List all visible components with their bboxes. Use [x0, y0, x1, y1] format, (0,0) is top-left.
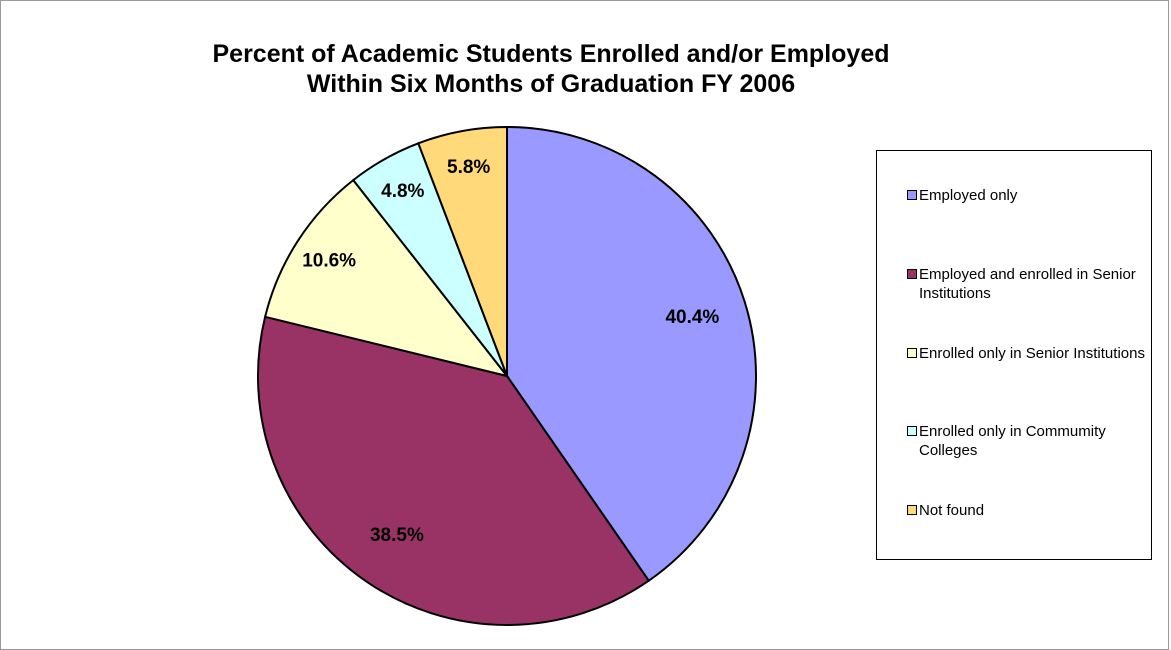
chart-legend: Employed only Employed and enrolled in S…: [876, 150, 1152, 560]
data-label-employed-only: 40.4%: [665, 307, 719, 328]
legend-label-enrolled-only-senior: Enrolled only in Senior Institutions: [919, 345, 1145, 362]
legend-label-not-found: Not found: [919, 502, 985, 519]
legend-swatch-enrolled-only-senior: [907, 348, 917, 358]
data-label-employed-and-enrolled-in-senior-institutions: 38.5%: [370, 525, 424, 546]
chart-title-line-2: Within Six Months of Graduation FY 2006: [306, 70, 796, 98]
chart-title: Percent of Academic Students Enrolled an…: [1, 39, 1101, 99]
legend-item-employed-and-enrolled-senior: Employed and enrolled in Senior Institut…: [907, 265, 1147, 303]
chart-title-line-1: Percent of Academic Students Enrolled an…: [212, 40, 890, 68]
legend-label-enrolled-only-community: Enrolled only in Commumity Colleges: [919, 423, 1106, 459]
data-label-enrolled-only-in-commumity-colleges: 4.8%: [381, 181, 424, 202]
legend-item-employed-only: Employed only: [907, 186, 1147, 205]
legend-swatch-not-found: [907, 505, 917, 515]
pie-slice-not-found: [417, 125, 508, 377]
legend-label-employed-only: Employed only: [919, 187, 1018, 204]
data-label-not-found: 5.8%: [447, 157, 490, 178]
legend-swatch-enrolled-only-community: [907, 426, 917, 436]
legend-item-enrolled-only-senior: Enrolled only in Senior Institutions: [907, 344, 1147, 363]
legend-label-employed-and-enrolled-senior: Employed and enrolled in Senior Institut…: [919, 266, 1136, 302]
legend-item-not-found: Not found: [907, 501, 1147, 520]
pie-slice-employed-and-enrolled-in-senior-institutions: [257, 315, 651, 626]
pie-chart: 40.4% 38.5% 10.6% 4.8% 5.8%: [257, 125, 757, 626]
legend-item-enrolled-only-community: Enrolled only in Commumity Colleges: [907, 422, 1147, 460]
legend-swatch-employed-and-enrolled-senior: [907, 269, 917, 279]
legend-swatch-employed-only: [907, 190, 917, 200]
data-label-enrolled-only-in-senior-institutions: 10.6%: [302, 250, 356, 271]
pie-slice-employed-only: [506, 125, 757, 583]
pie-slice-enrolled-only-in-senior-institutions: [263, 178, 510, 378]
